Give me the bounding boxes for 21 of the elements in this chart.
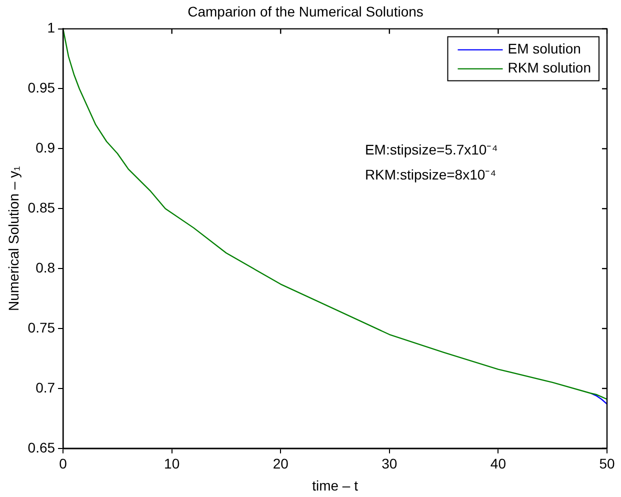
x-tick-label: 50 — [599, 456, 615, 472]
y-tick-label: 0.8 — [36, 259, 56, 276]
y-tick-label: 0.9 — [36, 140, 56, 156]
y-tick-label: 1 — [47, 20, 56, 36]
annotation: EM:stipsize=5.7x10⁻⁴ — [364, 142, 498, 158]
chart-title: Camparion of the Numerical Solutions — [188, 3, 424, 20]
y-tick-label: 0.7 — [36, 379, 56, 396]
y-tick-label: 0.95 — [28, 80, 56, 96]
y-tick-label: 0.85 — [28, 199, 56, 216]
x-axis-title: time – t — [312, 477, 358, 494]
y-tick-label: 0.65 — [28, 439, 56, 456]
legend-label: EM solution — [508, 40, 581, 57]
x-tick-label: 10 — [164, 456, 180, 472]
annotation: RKM:stipsize=8x10⁻⁴ — [364, 166, 496, 183]
x-tick-label: 20 — [272, 456, 289, 472]
x-tick-label: 30 — [382, 456, 398, 472]
y-tick-label: 0.75 — [28, 319, 56, 336]
legend-label: RKM solution — [508, 60, 592, 76]
x-tick-label: 0 — [59, 456, 68, 472]
x-tick-label: 40 — [490, 456, 506, 472]
y-axis-title: Numerical Solution – y₁ — [5, 166, 22, 311]
